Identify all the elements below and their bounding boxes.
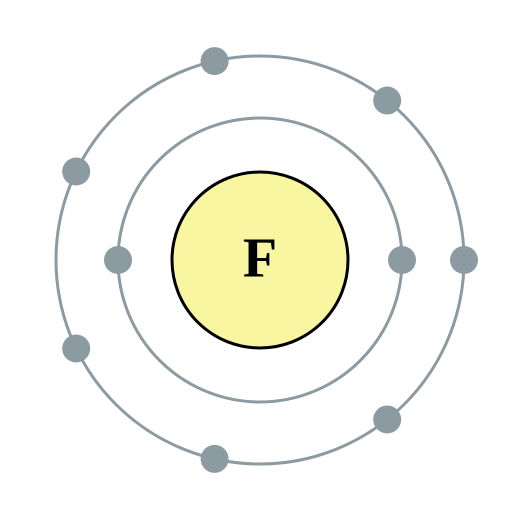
atom-diagram: F xyxy=(30,30,490,490)
electron-shell1-1 xyxy=(388,246,416,274)
electron-shell2-7 xyxy=(373,87,401,115)
nucleus xyxy=(172,172,348,348)
atom-svg xyxy=(30,30,490,490)
electron-shell2-5 xyxy=(62,158,90,186)
electron-shell2-2 xyxy=(373,405,401,433)
electron-shell2-4 xyxy=(62,334,90,362)
electron-shell2-1 xyxy=(450,246,478,274)
electron-shell1-2 xyxy=(104,246,132,274)
electron-shell2-6 xyxy=(201,47,229,75)
electron-shell2-3 xyxy=(201,445,229,473)
